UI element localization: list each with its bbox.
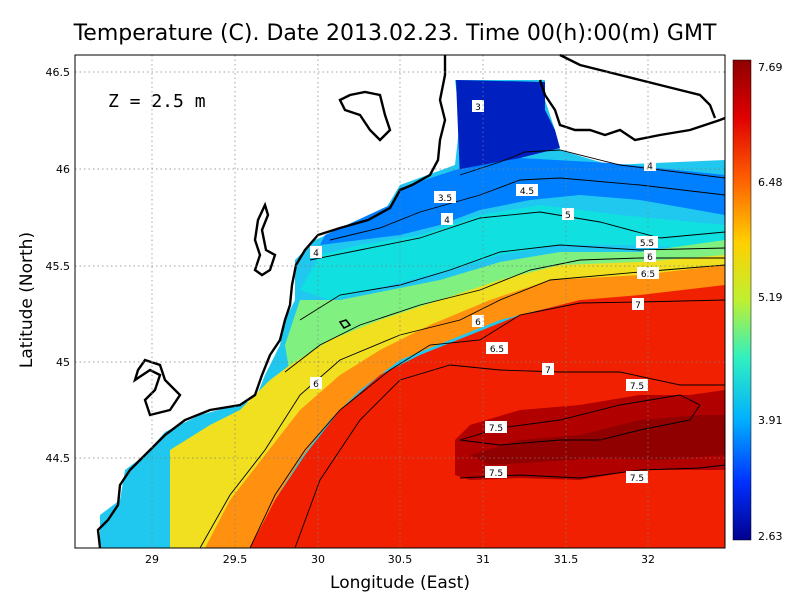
svg-text:6.5: 6.5 [641, 270, 655, 280]
contour-line [284, 257, 725, 373]
svg-text:6: 6 [475, 318, 481, 328]
y-tick-label: 45.5 [46, 260, 71, 273]
contour-label: 7.5 [485, 466, 507, 479]
colorbar-gradient [732, 59, 752, 541]
coastline-north [559, 53, 717, 119]
svg-text:6.5: 6.5 [490, 345, 504, 355]
band-red [250, 285, 725, 548]
y-axis: 46.5 46 45.5 45 44.5 Latitude (North) [17, 66, 70, 465]
svg-text:7: 7 [545, 366, 551, 376]
svg-text:7.5: 7.5 [630, 474, 644, 484]
contour-label: 7.5 [485, 421, 507, 434]
contour-label: 3 [472, 100, 484, 113]
y-axis-label: Latitude (North) [17, 232, 37, 368]
svg-text:5.5: 5.5 [640, 239, 654, 249]
contour-label: 6.5 [637, 267, 659, 280]
svg-text:7.5: 7.5 [630, 382, 644, 392]
svg-text:7.5: 7.5 [489, 424, 503, 434]
svg-text:6: 6 [647, 253, 653, 263]
band-blue [320, 158, 725, 245]
contour-label: 6 [310, 377, 322, 390]
svg-text:4.5: 4.5 [520, 187, 534, 197]
coastline-east [538, 79, 726, 142]
contour-line [459, 149, 725, 179]
svg-text:3.5: 3.5 [438, 194, 452, 204]
x-tick-label: 30.5 [388, 553, 413, 566]
contour-label: 5 [562, 208, 574, 221]
plot-frame [74, 54, 726, 549]
contour-label: 4 [644, 159, 656, 172]
y-tick-label: 46.5 [46, 66, 71, 79]
depth-annotation: Z = 2.5 m [108, 91, 206, 112]
contour-label: 4.5 [516, 184, 538, 197]
coastline [96, 53, 726, 549]
contour-line [459, 464, 725, 479]
colorbar-tick-label: 2.63 [758, 530, 783, 543]
contour-label: 4 [310, 246, 322, 259]
contour-label: 5.5 [636, 236, 658, 249]
colorbar-tick-label: 7.69 [758, 61, 783, 74]
x-tick-label: 32 [641, 553, 655, 566]
svg-text:4: 4 [647, 162, 653, 172]
svg-text:7: 7 [635, 301, 641, 311]
svg-text:4: 4 [313, 249, 319, 259]
colorbar: 7.69 6.48 5.19 3.91 2.63 [732, 59, 783, 543]
y-tick-label: 46 [56, 163, 70, 176]
contour-label: 6.5 [486, 342, 508, 355]
svg-text:3: 3 [475, 103, 481, 113]
contour-label: 7 [632, 298, 644, 311]
contour-line [459, 394, 701, 446]
contour-line [249, 299, 725, 548]
band-green [285, 240, 725, 375]
island [338, 319, 352, 329]
contour-label: 4 [441, 213, 453, 226]
temperature-field [100, 80, 725, 548]
svg-text:6: 6 [313, 380, 319, 390]
contour-label: 6 [472, 315, 484, 328]
coastline-main [96, 55, 447, 549]
coastline-lake [253, 201, 277, 277]
svg-text:4: 4 [444, 216, 450, 226]
contour-line [299, 244, 725, 321]
y-tick-label: 44.5 [46, 452, 71, 465]
svg-text:5: 5 [565, 211, 571, 221]
contour-line [294, 364, 725, 548]
coastline-bay [338, 90, 392, 142]
colorbar-tick-label: 6.48 [758, 176, 783, 189]
x-tick-label: 29.5 [223, 553, 248, 566]
contour-labels: 3 3.5 4 4.5 5 5.5 6 6.5 7 7.5 4 4 6 6 6.… [310, 100, 659, 484]
colorbar-tick-label: 3.91 [758, 414, 783, 427]
x-tick-label: 29 [145, 553, 159, 566]
x-axis-label: Longitude (East) [330, 573, 470, 593]
y-tick-label: 45 [56, 356, 70, 369]
contour-label: 3.5 [434, 191, 456, 204]
x-tick-label: 31 [476, 553, 490, 566]
contour-label: 6 [644, 250, 656, 263]
contour-line [329, 177, 725, 241]
contour-lines [199, 149, 725, 548]
grid [75, 55, 725, 548]
svg-text:7.5: 7.5 [489, 469, 503, 479]
band-cyan [300, 205, 725, 300]
colorbar-tick-label: 5.19 [758, 291, 783, 304]
contour-label: 7 [542, 363, 554, 376]
x-axis: 29 29.5 30 30.5 31 31.5 32 Longitude (Ea… [145, 553, 655, 593]
x-tick-label: 30 [311, 553, 325, 566]
x-tick-label: 31.5 [554, 553, 579, 566]
contour-label: 7.5 [626, 379, 648, 392]
contour-line [309, 211, 725, 261]
coastline-estuary [132, 358, 182, 417]
chart-title: Temperature (C). Date 2013.02.23. Time 0… [73, 21, 717, 46]
contour-label: 7.5 [626, 471, 648, 484]
